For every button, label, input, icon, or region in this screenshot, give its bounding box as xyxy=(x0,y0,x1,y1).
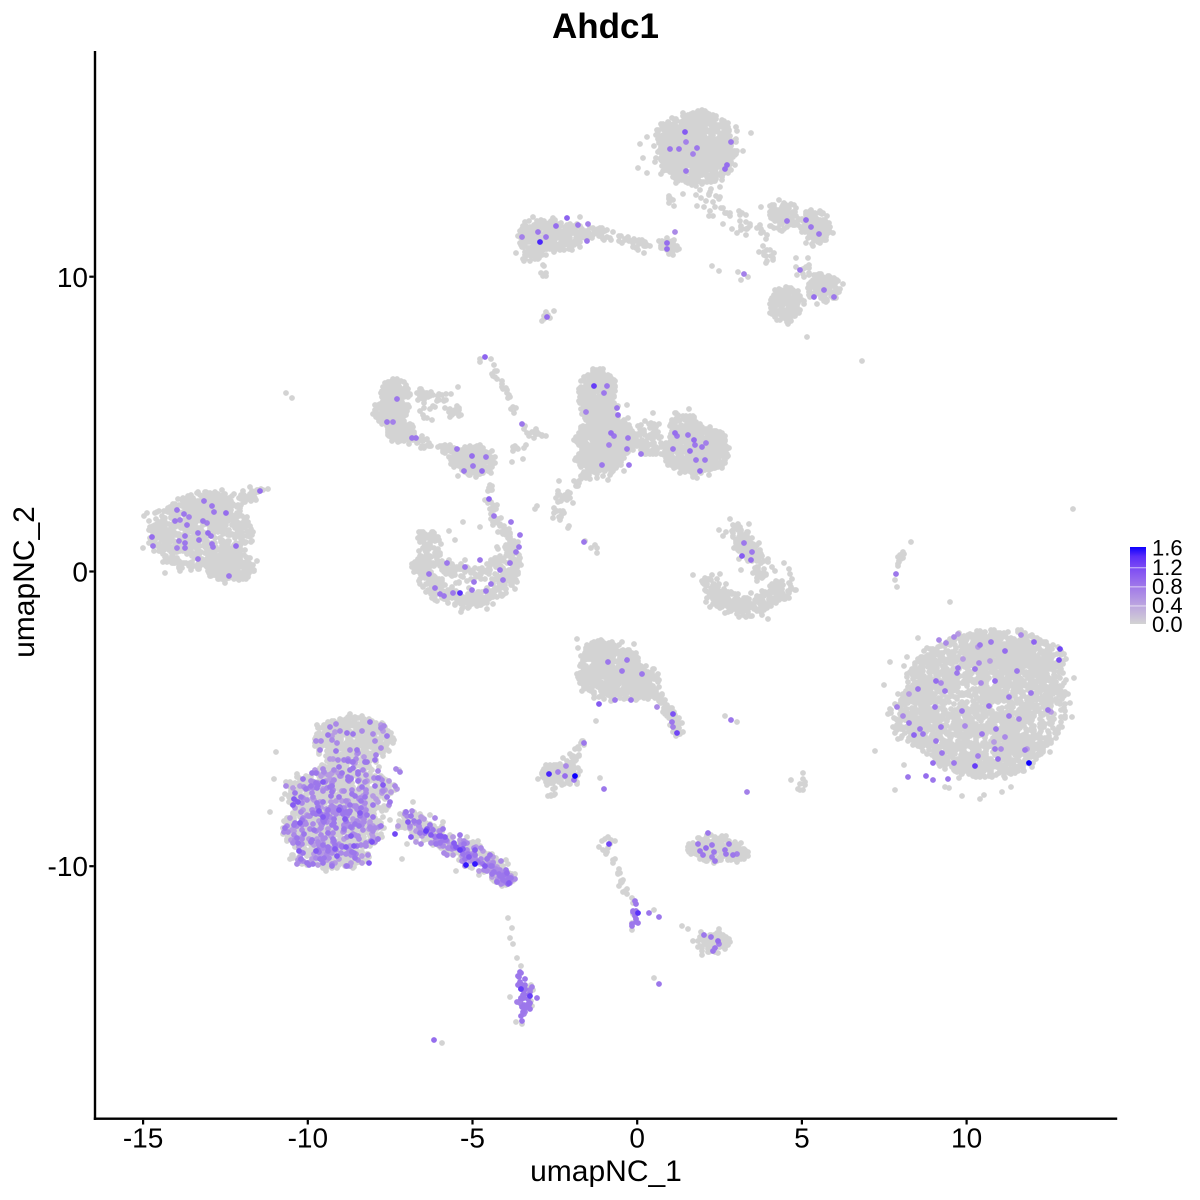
svg-text:1.6: 1.6 xyxy=(1152,536,1183,561)
svg-text:0.0: 0.0 xyxy=(1152,612,1183,637)
svg-text:-5: -5 xyxy=(460,1123,485,1154)
svg-text:0: 0 xyxy=(629,1123,645,1154)
svg-text:umapNC_2: umapNC_2 xyxy=(8,506,41,658)
svg-text:-10: -10 xyxy=(48,851,88,882)
svg-text:0: 0 xyxy=(72,557,88,588)
svg-text:0.8: 0.8 xyxy=(1152,574,1183,599)
svg-text:10: 10 xyxy=(951,1123,982,1154)
svg-text:10: 10 xyxy=(57,262,88,293)
svg-text:umapNC_1: umapNC_1 xyxy=(530,1155,682,1188)
svg-text:1.2: 1.2 xyxy=(1152,555,1183,580)
svg-text:-15: -15 xyxy=(123,1123,163,1154)
svg-text:-10: -10 xyxy=(288,1123,328,1154)
svg-text:5: 5 xyxy=(794,1123,810,1154)
svg-text:Ahdc1: Ahdc1 xyxy=(552,7,659,46)
svg-text:0.4: 0.4 xyxy=(1152,593,1183,618)
